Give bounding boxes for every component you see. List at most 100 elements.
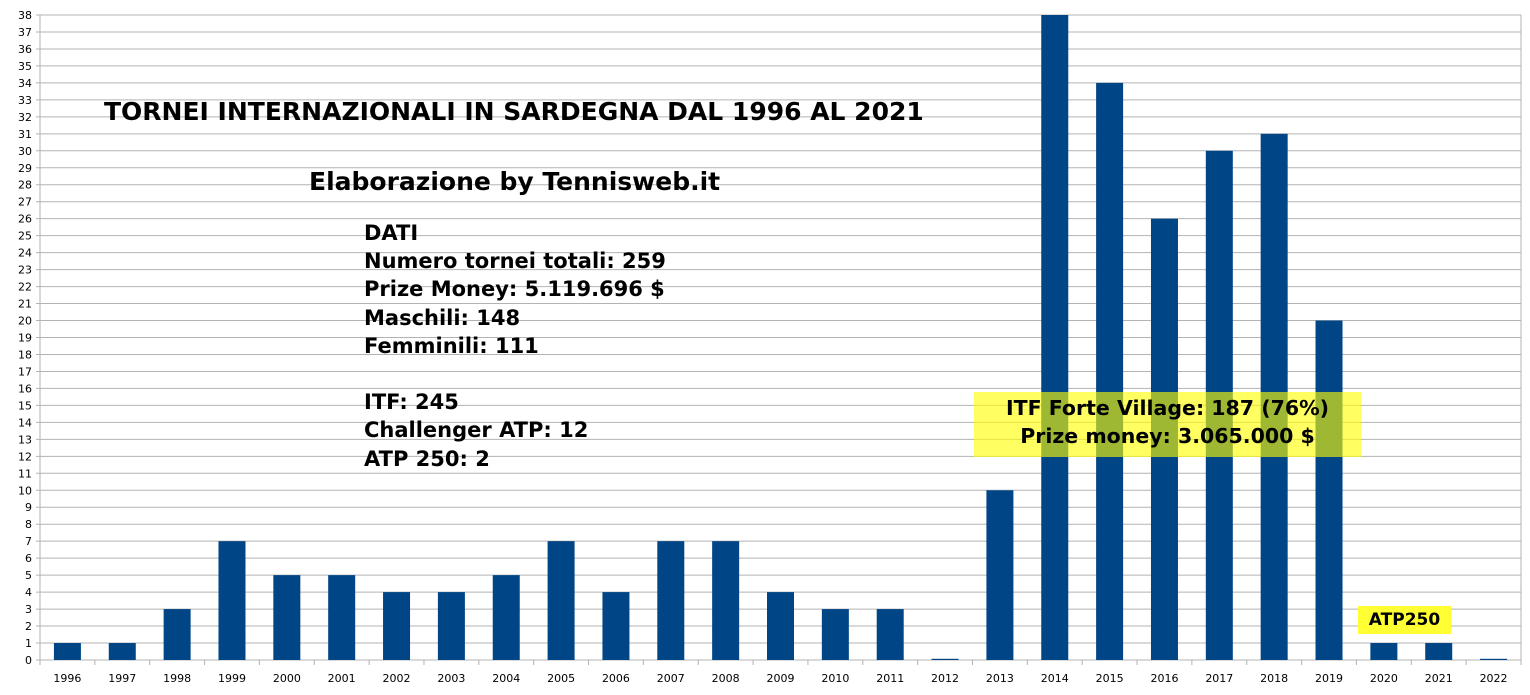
y-tick-label: 26	[18, 213, 32, 226]
x-tick-label: 2008	[712, 672, 740, 685]
x-tick-label: 2021	[1425, 672, 1453, 685]
y-tick-label: 25	[18, 230, 32, 243]
y-tick-label: 19	[18, 332, 32, 345]
x-tick-label: 2009	[767, 672, 795, 685]
bar-2012	[931, 658, 959, 660]
y-tick-label: 36	[18, 43, 32, 56]
bar-1997	[108, 643, 136, 660]
bar-2014	[1041, 15, 1069, 660]
x-tick-label: 2004	[492, 672, 520, 685]
bar-2010	[821, 609, 849, 660]
stats-male: Maschili: 148	[364, 305, 521, 330]
y-tick-label: 14	[18, 416, 32, 429]
forte-village-line1: ITF Forte Village: 187 (76%)	[1005, 396, 1330, 420]
bar-2000	[273, 575, 301, 660]
x-tick-label: 2005	[547, 672, 575, 685]
x-tick-label: 2000	[273, 672, 301, 685]
atp250-annotation: ATP250	[1358, 606, 1451, 634]
y-tick-label: 16	[18, 382, 32, 395]
stats-atp250: ATP 250: 2	[364, 446, 490, 471]
stats-itf: ITF: 245	[364, 390, 459, 415]
stats-prize-money: Prize Money: 5.119.696 $	[364, 277, 665, 302]
x-tick-label: 1999	[218, 672, 246, 685]
y-tick-label: 31	[18, 128, 32, 141]
x-tick-label: 2020	[1370, 672, 1398, 685]
x-tick-label: 2002	[383, 672, 411, 685]
bar-2011	[876, 609, 904, 660]
bar-2003	[437, 592, 465, 660]
y-tick-label: 2	[25, 620, 32, 633]
y-tick-label: 7	[25, 535, 32, 548]
y-tick-label: 18	[18, 348, 32, 361]
y-tick-label: 3	[25, 603, 32, 616]
y-tick-label: 8	[25, 518, 32, 531]
y-tick-label: 9	[25, 501, 32, 514]
bar-2019	[1315, 320, 1343, 660]
x-tick-label: 2007	[657, 672, 685, 685]
y-tick-label: 15	[18, 399, 32, 412]
bar-2022	[1480, 658, 1508, 660]
y-tick-label: 24	[18, 247, 32, 260]
bar-2005	[547, 541, 575, 660]
x-tick-label: 2012	[931, 672, 959, 685]
x-tick-label: 2017	[1205, 672, 1233, 685]
y-tick-label: 34	[18, 77, 32, 90]
y-tick-label: 33	[18, 94, 32, 107]
forte-village-line2: Prize money: 3.065.000 $	[1020, 424, 1315, 448]
bar-2021	[1425, 643, 1453, 660]
y-tick-label: 10	[18, 484, 32, 497]
bar-2001	[328, 575, 356, 660]
x-tick-label: 2018	[1260, 672, 1288, 685]
x-tick-label: 2016	[1150, 672, 1178, 685]
x-tick-label: 2019	[1315, 672, 1343, 685]
x-tick-label: 1997	[108, 672, 136, 685]
y-tick-label: 6	[25, 552, 32, 565]
bar-2020	[1370, 643, 1398, 660]
x-tick-label: 2014	[1041, 672, 1069, 685]
bar-2008	[712, 541, 740, 660]
stats-challenger: Challenger ATP: 12	[364, 418, 589, 443]
y-tick-label: 1	[25, 637, 32, 650]
y-tick-label: 13	[18, 433, 32, 446]
bar-1996	[53, 643, 81, 660]
bar-2009	[767, 592, 794, 660]
stats-heading: DATI	[364, 221, 419, 245]
y-tick-label: 12	[18, 450, 32, 463]
bar-1999	[218, 541, 246, 660]
x-tick-label: 1998	[163, 672, 191, 685]
x-tick-label: 2015	[1096, 672, 1124, 685]
y-tick-label: 11	[18, 467, 32, 480]
y-tick-label: 30	[18, 145, 32, 158]
x-tick-label: 2013	[986, 672, 1014, 685]
x-axis: 1996 1997 1998 1999 2000 2001 2002 2003 2004 2005…	[53, 672, 1507, 685]
chart-title: TORNEI INTERNAZIONALI IN SARDEGNA DAL 19…	[104, 97, 924, 126]
x-tick-label: 2003	[437, 672, 465, 685]
bar-2006	[602, 592, 630, 660]
bar-2015	[1096, 82, 1124, 661]
y-tick-label: 21	[18, 298, 32, 311]
forte-village-annotation: ITF Forte Village: 187 (76%) Prize money…	[974, 392, 1361, 457]
y-tick-label: 32	[18, 111, 32, 124]
y-tick-label: 4	[25, 586, 32, 599]
bar-2013	[986, 490, 1014, 660]
y-tick-label: 38	[18, 9, 32, 22]
x-tick-label: 2022	[1480, 672, 1508, 685]
y-tick-label: 29	[18, 162, 32, 175]
y-tick-label: 35	[18, 60, 32, 73]
y-tick-label: 22	[18, 281, 32, 294]
x-tick-label: 2006	[602, 672, 630, 685]
bar-2002	[383, 592, 411, 660]
y-tick-label: 0	[25, 654, 32, 667]
chart-subtitle: Elaborazione by Tennisweb.it	[309, 167, 721, 196]
x-tick-label: 1996	[53, 672, 81, 685]
stats-total: Numero tornei totali: 259	[364, 249, 666, 274]
stats-female: Femminili: 111	[364, 333, 539, 358]
bar-2004	[492, 575, 520, 660]
x-tick-label: 2010	[821, 672, 849, 685]
y-tick-label: 37	[18, 26, 32, 39]
bar-2007	[657, 541, 685, 660]
y-tick-label: 27	[18, 196, 32, 209]
stats-spacer	[364, 360, 666, 388]
x-tick-label: 2011	[876, 672, 904, 685]
y-tick-label: 28	[18, 179, 32, 192]
